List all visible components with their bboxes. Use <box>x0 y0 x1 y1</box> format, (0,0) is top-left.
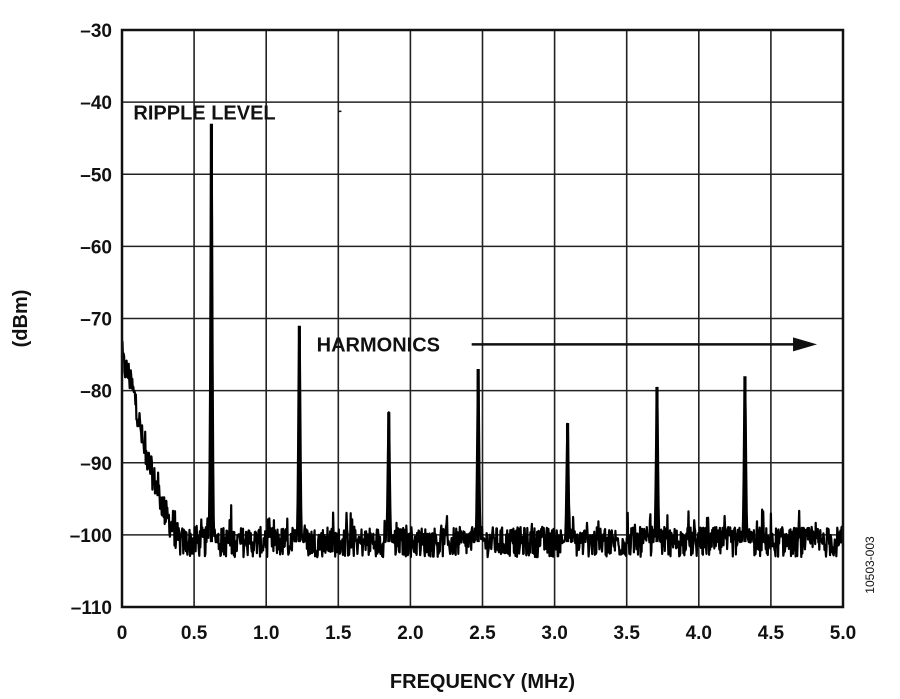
x-tick-labels: 0 0.5 1.0 1.5 2.0 2.5 3.0 3.5 4.0 4.5 5.0 <box>117 623 857 644</box>
plot-frame <box>120 28 845 609</box>
x-tick-label-9: 4.5 <box>758 623 785 644</box>
x-tick-label-8: 4.0 <box>686 623 712 644</box>
x-tick-label-2: 1.0 <box>253 623 279 644</box>
x-tick-label-7: 3.5 <box>613 623 640 644</box>
x-tick-label-4: 2.0 <box>397 623 423 644</box>
spectrum-trace <box>120 123 845 559</box>
y-tick-label-5: –80 <box>80 382 112 403</box>
ripple-level-label: RIPPLE LEVEL <box>133 102 275 124</box>
y-tick-label-8: –110 <box>71 598 112 619</box>
x-tick-label-6: 3.0 <box>541 623 567 644</box>
grid-lines <box>122 30 843 607</box>
x-tick-label-5: 2.5 <box>469 623 496 644</box>
spectrum-line <box>120 132 845 559</box>
y-tick-label-2: –50 <box>80 165 112 186</box>
harmonics-label: HARMONICS <box>317 334 440 356</box>
y-tick-labels: –30 –40 –50 –60 –70 –80 –90 –100 –110 <box>70 21 112 619</box>
figure-id: 10503-003 <box>863 536 877 594</box>
ripple-level-annotation: RIPPLE LEVEL <box>133 102 342 124</box>
y-tick-label-0: –30 <box>80 21 112 42</box>
y-tick-label-7: –100 <box>70 526 112 547</box>
harmonics-annotation: HARMONICS <box>317 334 818 356</box>
x-tick-label-1: 0.5 <box>181 623 208 644</box>
x-tick-label-3: 1.5 <box>325 623 352 644</box>
x-axis-label: FREQUENCY (MHz) <box>390 671 575 693</box>
y-axis-label: (dBm) <box>10 290 32 348</box>
y-tick-label-1: –40 <box>80 93 112 114</box>
y-tick-label-4: –70 <box>80 310 112 331</box>
harmonics-arrow-head <box>793 337 818 352</box>
y-tick-label-6: –90 <box>80 454 112 475</box>
y-tick-label-3: –60 <box>80 237 112 258</box>
x-tick-label-0: 0 <box>117 623 128 644</box>
x-tick-label-10: 5.0 <box>830 623 856 644</box>
